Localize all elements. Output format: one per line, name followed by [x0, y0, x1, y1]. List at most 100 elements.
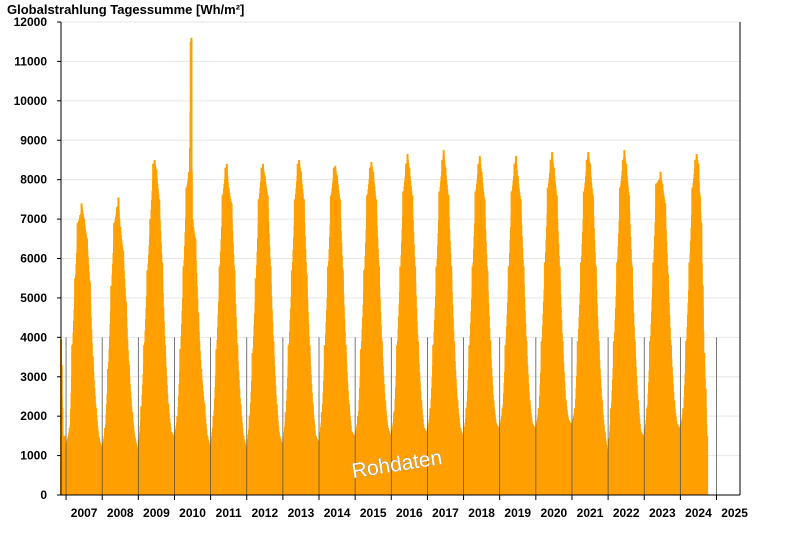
radiation-bar	[464, 422, 466, 495]
radiation-bar	[181, 323, 182, 495]
radiation-bar	[573, 408, 576, 495]
radiation-bar	[516, 175, 519, 495]
radiation-bar	[416, 308, 418, 495]
radiation-bar	[440, 181, 441, 495]
radiation-bar	[441, 159, 444, 496]
x-tick-label: 2022	[613, 506, 640, 520]
radiation-bar	[589, 163, 592, 495]
radiation-bar	[244, 441, 246, 495]
radiation-bar	[377, 225, 378, 495]
radiation-bar	[549, 173, 550, 495]
radiation-bar	[587, 152, 590, 495]
radiation-bar	[563, 362, 565, 495]
radiation-bar	[422, 409, 423, 495]
radiation-bar	[152, 163, 155, 495]
radiation-bar	[212, 416, 215, 495]
radiation-bar	[537, 417, 538, 495]
radiation-bar	[217, 327, 218, 495]
radiation-bar	[678, 426, 680, 495]
radiation-bar	[305, 274, 308, 495]
x-tick-label: 2020	[541, 506, 568, 520]
radiation-bar	[608, 438, 610, 495]
radiation-bar	[411, 195, 414, 495]
radiation-bar	[311, 404, 314, 495]
radiation-bar	[628, 195, 631, 495]
x-tick-label: 2024	[685, 506, 712, 520]
radiation-bar	[609, 431, 610, 495]
radiation-bar	[561, 341, 564, 495]
radiation-bar	[645, 419, 647, 495]
radiation-bar	[161, 262, 164, 495]
radiation-bar	[202, 385, 204, 495]
y-tick-label: 0	[40, 488, 47, 502]
radiation-bar	[78, 219, 80, 496]
radiation-bar	[68, 427, 71, 495]
radiation-bar	[492, 400, 495, 495]
radiation-bar	[435, 266, 438, 495]
radiation-bar	[519, 187, 520, 495]
radiation-bar	[449, 229, 451, 495]
radiation-bar	[573, 416, 574, 495]
radiation-bar	[402, 191, 405, 495]
radiation-bar	[576, 341, 579, 495]
radiation-bar	[316, 437, 318, 495]
radiation-bar	[127, 364, 130, 495]
radiation-bar	[284, 426, 285, 495]
radiation-bar	[124, 278, 126, 495]
radiation-bar	[346, 363, 348, 495]
radiation-bar	[546, 187, 549, 496]
radiation-bar	[410, 181, 412, 496]
radiation-bar	[534, 426, 535, 495]
radiation-bar	[374, 181, 375, 496]
radiation-bar	[401, 242, 402, 495]
radiation-bar	[676, 424, 679, 495]
radiation-bar	[220, 239, 222, 495]
radiation-bar	[627, 181, 629, 496]
radiation-bar	[580, 262, 583, 495]
radiation-bar	[425, 430, 427, 495]
radiation-bar	[287, 345, 290, 495]
radiation-bar	[142, 374, 144, 495]
radiation-bar	[88, 264, 90, 495]
radiation-bar	[423, 427, 426, 495]
radiation-bar	[109, 323, 111, 495]
radiation-bar	[314, 435, 317, 495]
radiation-bar	[456, 400, 459, 495]
radiation-bar	[495, 424, 498, 495]
radiation-bar	[259, 187, 261, 496]
radiation-bar	[212, 427, 213, 495]
radiation-bar	[416, 295, 417, 495]
radiation-bar	[175, 425, 177, 495]
radiation-bar	[356, 423, 358, 495]
radiation-bar	[413, 232, 415, 495]
radiation-bar	[227, 187, 230, 496]
radiation-bar	[392, 426, 393, 495]
radiation-bar	[500, 422, 501, 495]
radiation-bar	[266, 195, 269, 495]
x-tick-label: 2010	[179, 506, 206, 520]
y-tick-label: 8000	[20, 173, 47, 187]
radiation-bar	[344, 345, 347, 495]
radiation-bar	[633, 341, 636, 495]
radiation-bar	[97, 437, 100, 495]
radiation-bar	[172, 434, 174, 495]
radiation-bar	[247, 434, 249, 495]
radiation-bar	[323, 345, 326, 495]
radiation-bar	[504, 345, 507, 495]
radiation-bar	[266, 185, 267, 495]
radiation-bar	[257, 199, 260, 495]
radiation-bar	[232, 230, 234, 496]
radiation-bar	[572, 418, 574, 495]
radiation-bar	[269, 266, 272, 495]
radiation-bar	[461, 431, 463, 495]
radiation-bar	[405, 163, 408, 495]
radiation-bar	[567, 410, 568, 495]
radiation-bar	[235, 303, 237, 495]
radiation-bar	[417, 341, 420, 495]
radiation-bar	[524, 297, 526, 495]
radiation-bar	[533, 425, 535, 495]
radiation-bar	[85, 230, 87, 495]
radiation-bar	[127, 339, 129, 495]
radiation-bar	[642, 433, 643, 495]
radiation-bar	[651, 311, 652, 495]
